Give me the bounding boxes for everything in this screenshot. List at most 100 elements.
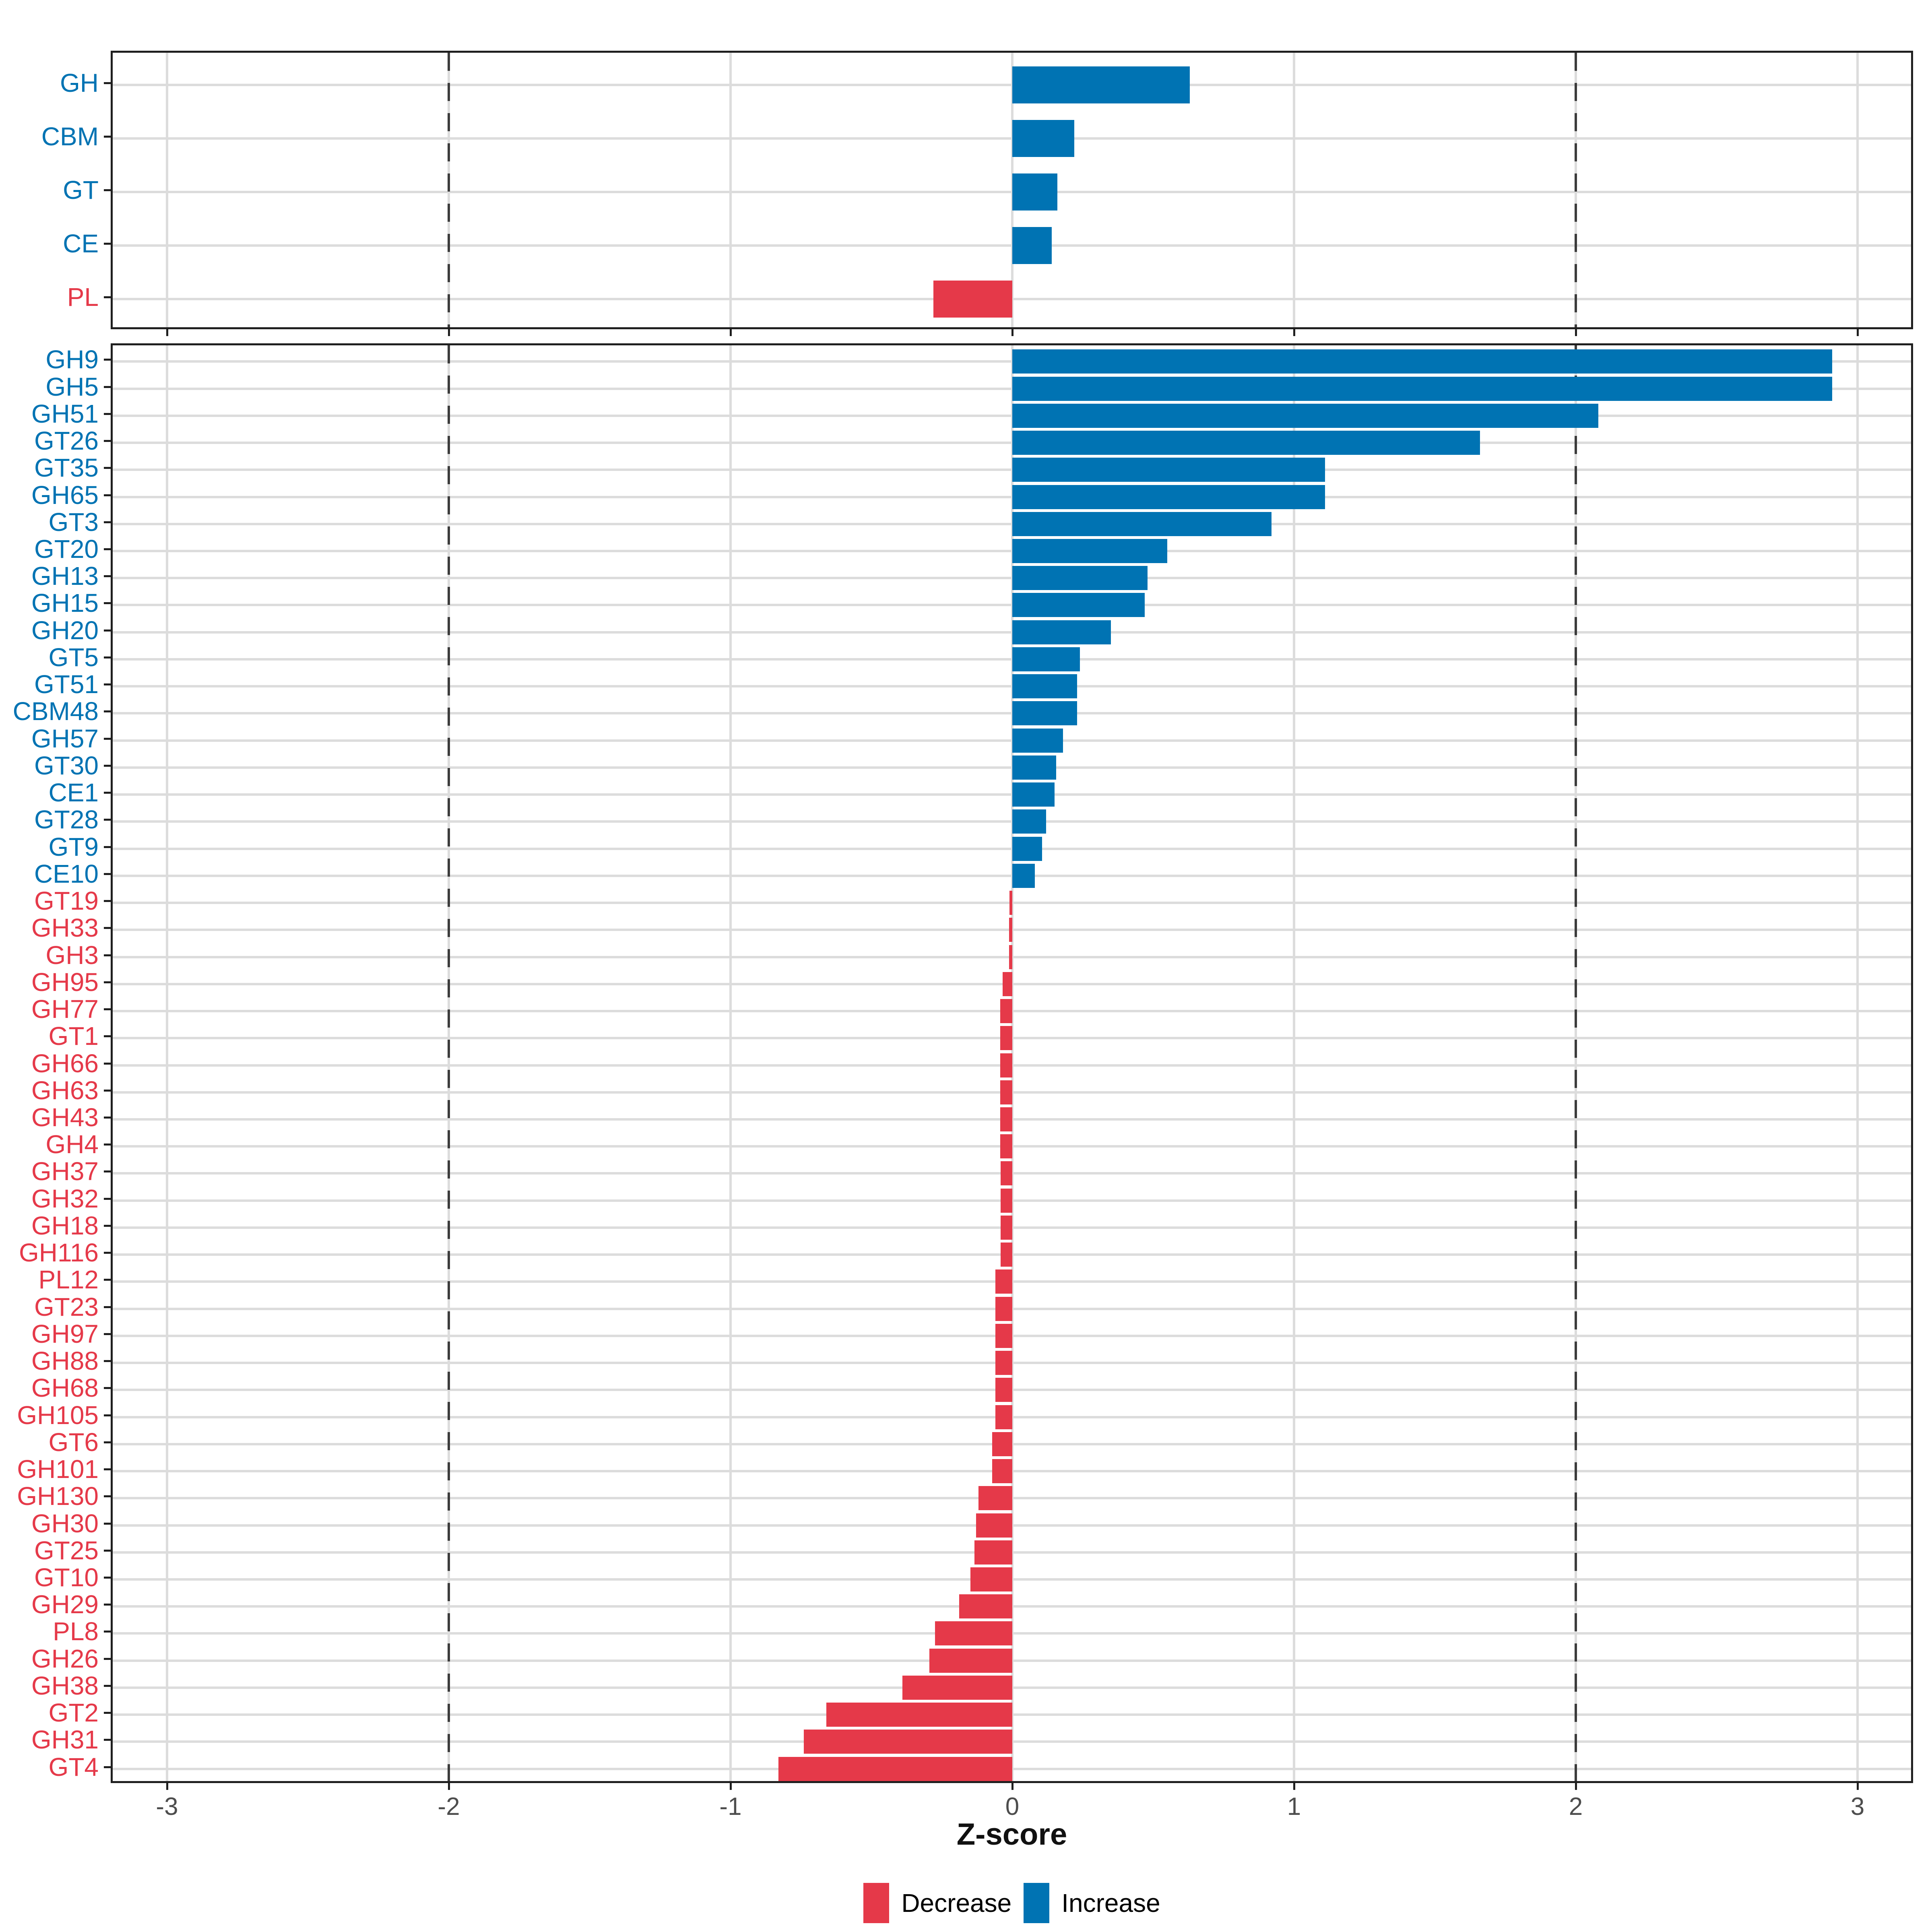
y-label-CE1: CE1 <box>48 778 99 807</box>
x-tick-label: 0 <box>1005 1793 1020 1821</box>
legend-swatch-increase <box>1024 1883 1050 1923</box>
bar-GT26 <box>1012 431 1480 455</box>
x-tick-label: -1 <box>719 1793 742 1821</box>
x-axis-tick <box>1575 329 1577 336</box>
legend-swatch-decrease <box>863 1883 890 1923</box>
bar-GT51 <box>1012 674 1077 699</box>
vertical-gridline <box>1293 53 1295 327</box>
bar-GH63 <box>1000 1080 1012 1104</box>
x-axis-tick <box>448 1783 450 1790</box>
y-axis-tick <box>104 629 111 632</box>
y-label-GH33: GH33 <box>31 913 99 943</box>
horizontal-gridline <box>113 874 1911 877</box>
panel-classes <box>111 51 1913 329</box>
y-label-GH13: GH13 <box>31 561 99 591</box>
y-label-GH9: GH9 <box>45 345 99 374</box>
y-label-GT1: GT1 <box>48 1022 99 1051</box>
y-label-GH88: GH88 <box>31 1346 99 1376</box>
bar-GH3 <box>1009 945 1012 969</box>
bar-PL8 <box>935 1621 1012 1646</box>
x-axis-tick <box>730 329 732 336</box>
bar-GT20 <box>1012 539 1167 563</box>
horizontal-gridline <box>113 820 1911 823</box>
horizontal-gridline <box>113 414 1911 417</box>
bar-GH4 <box>1000 1134 1012 1159</box>
bar-GH101 <box>992 1459 1012 1484</box>
y-axis-tick <box>104 927 111 929</box>
horizontal-gridline <box>113 442 1911 444</box>
y-label-GT51: GT51 <box>34 670 99 699</box>
y-axis-tick <box>104 1739 111 1741</box>
bar-GH31 <box>804 1730 1012 1754</box>
bar-CE10 <box>1012 863 1035 888</box>
horizontal-gridline <box>113 739 1911 742</box>
y-axis-tick <box>104 656 111 658</box>
y-label-CE10: CE10 <box>34 859 99 888</box>
vertical-gridline <box>1011 345 1013 1781</box>
bar-GH130 <box>978 1486 1012 1511</box>
y-axis-tick <box>104 602 111 605</box>
y-label-GH4: GH4 <box>45 1130 99 1159</box>
y-axis-tick <box>104 1224 111 1227</box>
x-tick-label: -2 <box>438 1793 460 1821</box>
vertical-gridline <box>166 345 168 1781</box>
horizontal-gridline <box>113 387 1911 390</box>
y-axis-tick <box>104 792 111 794</box>
bar-GH30 <box>976 1513 1012 1538</box>
y-label-GH51: GH51 <box>31 399 99 428</box>
bar-GT2 <box>826 1703 1012 1727</box>
x-axis-tick <box>448 329 450 336</box>
horizontal-gridline <box>113 631 1911 634</box>
y-axis-tick <box>104 846 111 848</box>
y-label-GH68: GH68 <box>31 1373 99 1403</box>
y-label-GT20: GT20 <box>34 535 99 564</box>
y-axis-tick <box>104 873 111 875</box>
y-axis-tick <box>104 1279 111 1281</box>
bar-CBM48 <box>1012 701 1077 726</box>
y-axis-tick <box>104 900 111 902</box>
bar-GH37 <box>1000 1161 1012 1186</box>
y-label-GT26: GT26 <box>34 426 99 456</box>
vertical-gridline <box>1856 53 1859 327</box>
bar-GH68 <box>995 1378 1012 1402</box>
y-axis-tick <box>104 819 111 821</box>
bar-CE1 <box>1012 782 1055 807</box>
bar-GH97 <box>995 1323 1012 1348</box>
y-label-PL: PL <box>67 283 99 312</box>
bar-GH43 <box>1000 1107 1012 1131</box>
horizontal-gridline <box>113 495 1911 498</box>
bar-GT10 <box>970 1567 1012 1591</box>
bar-GT19 <box>1009 891 1012 915</box>
y-label-GH30: GH30 <box>31 1509 99 1538</box>
y-label-GT30: GT30 <box>34 751 99 780</box>
y-label-GT9: GT9 <box>48 832 99 861</box>
x-tick-label: 2 <box>1569 1793 1583 1821</box>
y-axis-tick <box>104 1360 111 1362</box>
bar-GH33 <box>1009 918 1012 942</box>
x-axis-tick <box>1293 329 1295 336</box>
y-axis-tick <box>104 359 111 361</box>
y-label-GT25: GT25 <box>34 1536 99 1565</box>
y-label-CBM: CBM <box>41 122 99 151</box>
y-axis-tick <box>104 575 111 578</box>
horizontal-gridline <box>113 685 1911 688</box>
legend: Decrease Increase <box>111 1883 1913 1923</box>
y-label-GH32: GH32 <box>31 1184 99 1213</box>
x-axis-tick <box>1293 1783 1295 1790</box>
y-axis-tick <box>104 1144 111 1146</box>
x-axis-tick <box>1857 1783 1859 1790</box>
y-label-GT2: GT2 <box>48 1698 99 1728</box>
y-label-GH65: GH65 <box>31 480 99 510</box>
bar-GT25 <box>974 1540 1012 1565</box>
y-axis-tick <box>104 440 111 442</box>
y-label-GH37: GH37 <box>31 1157 99 1186</box>
y-label-GH97: GH97 <box>31 1319 99 1348</box>
y-axis-tick <box>104 1712 111 1714</box>
bar-PL12 <box>995 1269 1012 1294</box>
vertical-gridline <box>1856 345 1859 1781</box>
y-axis-tick <box>104 413 111 415</box>
horizontal-gridline <box>113 244 1911 247</box>
bar-GH38 <box>902 1675 1012 1700</box>
bar-CE <box>1012 227 1052 264</box>
horizontal-gridline <box>113 550 1911 552</box>
